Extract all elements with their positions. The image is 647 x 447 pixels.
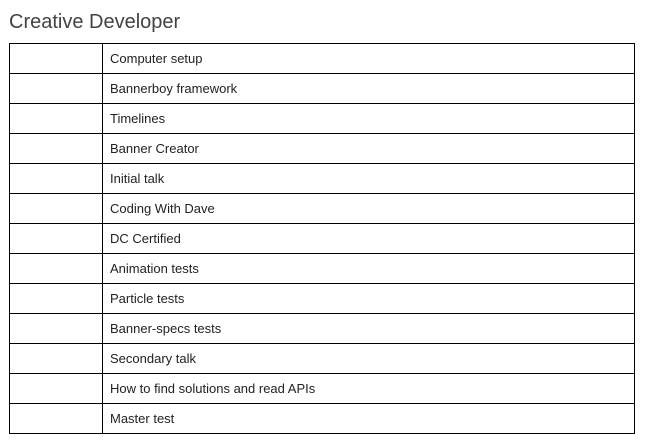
table-row: Animation tests [9, 253, 635, 284]
item-label[interactable]: Coding With Dave [102, 193, 635, 224]
check-cell[interactable] [9, 223, 103, 254]
table-row: Timelines [9, 103, 635, 134]
item-label[interactable]: Master test [102, 403, 635, 434]
item-label[interactable]: DC Certified [102, 223, 635, 254]
check-cell[interactable] [9, 373, 103, 404]
item-label[interactable]: Animation tests [102, 253, 635, 284]
check-cell[interactable] [9, 403, 103, 434]
table-row: How to find solutions and read APIs [9, 373, 635, 404]
check-cell[interactable] [9, 313, 103, 344]
table-row: DC Certified [9, 223, 635, 254]
item-label[interactable]: Secondary talk [102, 343, 635, 374]
table-row: Computer setup [9, 43, 635, 74]
table-row: Banner Creator [9, 133, 635, 164]
check-cell[interactable] [9, 133, 103, 164]
check-cell[interactable] [9, 343, 103, 374]
check-cell[interactable] [9, 73, 103, 104]
check-cell[interactable] [9, 283, 103, 314]
page-title: Creative Developer [9, 11, 181, 33]
check-cell[interactable] [9, 103, 103, 134]
checklist-table: Computer setup Bannerboy framework Timel… [9, 43, 635, 434]
item-label[interactable]: Initial talk [102, 163, 635, 194]
item-label[interactable]: Bannerboy framework [102, 73, 635, 104]
item-label[interactable]: Banner-specs tests [102, 313, 635, 344]
table-row: Bannerboy framework [9, 73, 635, 104]
table-row: Banner-specs tests [9, 313, 635, 344]
item-label[interactable]: Computer setup [102, 43, 635, 74]
item-label[interactable]: Banner Creator [102, 133, 635, 164]
table-row: Secondary talk [9, 343, 635, 374]
table-row: Coding With Dave [9, 193, 635, 224]
table-row: Particle tests [9, 283, 635, 314]
item-label[interactable]: How to find solutions and read APIs [102, 373, 635, 404]
item-label[interactable]: Timelines [102, 103, 635, 134]
table-row: Initial talk [9, 163, 635, 194]
check-cell[interactable] [9, 163, 103, 194]
table-row: Master test [9, 403, 635, 434]
item-label[interactable]: Particle tests [102, 283, 635, 314]
check-cell[interactable] [9, 253, 103, 284]
check-cell[interactable] [9, 193, 103, 224]
check-cell[interactable] [9, 43, 103, 74]
